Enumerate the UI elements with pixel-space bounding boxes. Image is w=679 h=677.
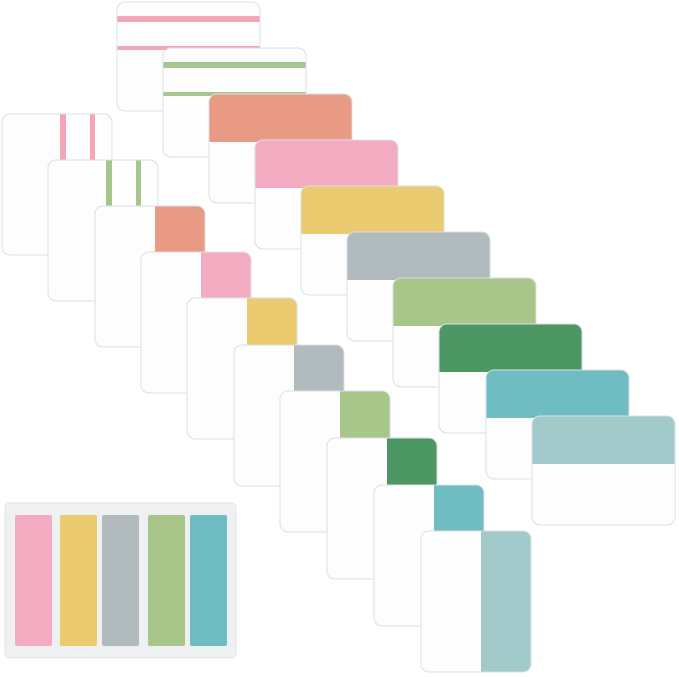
tab-color bbox=[209, 94, 352, 152]
tab-color bbox=[393, 278, 536, 336]
tab-stripe bbox=[117, 16, 260, 22]
tab-color bbox=[255, 140, 398, 198]
wide-tabs bbox=[116, 1, 676, 526]
tab-body bbox=[532, 464, 675, 525]
tab-color bbox=[486, 370, 629, 428]
tab-color bbox=[201, 260, 251, 299]
tab-outline bbox=[531, 415, 676, 526]
tab-outline bbox=[420, 530, 532, 673]
tab-color bbox=[247, 306, 297, 345]
strip-pink bbox=[15, 515, 52, 646]
tab-color bbox=[347, 232, 490, 290]
tab-color bbox=[481, 531, 531, 672]
tab-color bbox=[294, 353, 344, 392]
tab-color bbox=[387, 446, 437, 485]
tab-color bbox=[340, 399, 390, 438]
tab-stripe bbox=[163, 62, 306, 68]
tab-color bbox=[481, 531, 491, 672]
strip-gray bbox=[102, 515, 139, 646]
tab-color bbox=[155, 214, 205, 253]
tab-color bbox=[301, 186, 444, 244]
tab-color bbox=[434, 493, 484, 532]
strip-green bbox=[148, 515, 185, 646]
tab-body bbox=[532, 464, 675, 474]
strip-teal bbox=[190, 515, 227, 646]
strip-yellow bbox=[60, 515, 97, 646]
strip-pack bbox=[4, 502, 237, 659]
wide-tab bbox=[531, 415, 676, 526]
tab-color bbox=[532, 416, 675, 474]
tab-color bbox=[439, 324, 582, 382]
tall-tabs bbox=[1, 113, 532, 673]
tall-tab bbox=[420, 530, 532, 673]
